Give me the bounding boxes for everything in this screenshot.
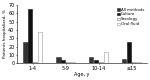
Bar bbox=[56, 57, 60, 63]
Bar bbox=[38, 32, 42, 63]
Bar bbox=[122, 59, 126, 63]
Bar bbox=[99, 62, 103, 63]
Bar bbox=[28, 9, 33, 63]
Legend: All methods, Culture, Serology, Oral fluid: All methods, Culture, Serology, Oral flu… bbox=[116, 7, 145, 27]
Bar bbox=[33, 62, 38, 63]
Y-axis label: Patients hospitalized, %: Patients hospitalized, % bbox=[3, 10, 7, 58]
Bar bbox=[94, 60, 98, 63]
Bar bbox=[132, 62, 136, 63]
Bar bbox=[104, 52, 108, 63]
Bar bbox=[71, 62, 75, 63]
Bar bbox=[127, 42, 131, 63]
Bar bbox=[89, 57, 93, 63]
Bar bbox=[137, 62, 141, 63]
Bar bbox=[23, 42, 28, 63]
Bar bbox=[61, 60, 65, 63]
Bar bbox=[66, 62, 70, 63]
X-axis label: Age, y: Age, y bbox=[74, 72, 90, 77]
